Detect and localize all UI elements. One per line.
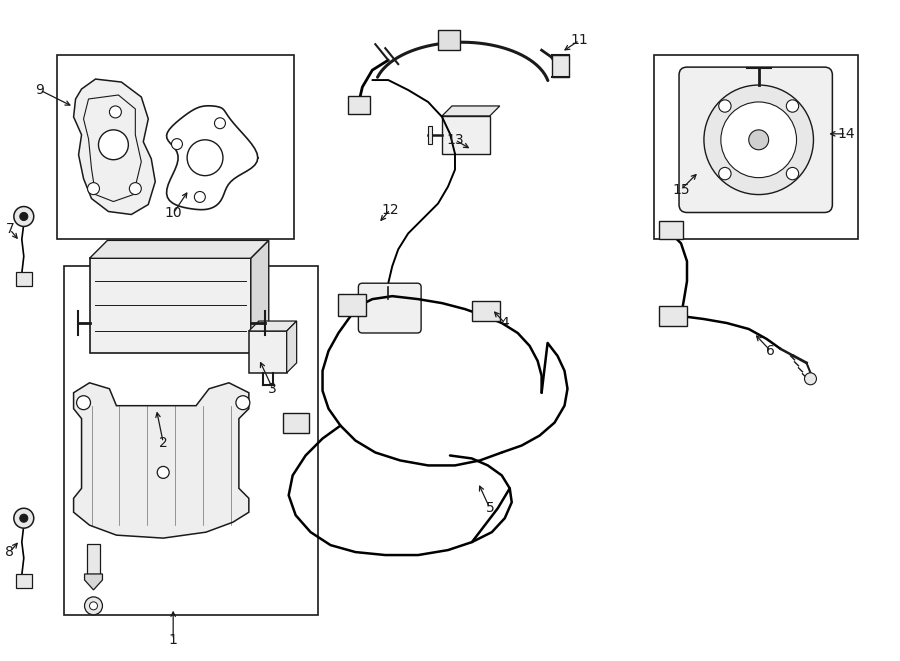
Text: 3: 3 xyxy=(268,382,277,396)
Bar xyxy=(552,55,570,77)
Circle shape xyxy=(787,167,798,180)
Text: 15: 15 xyxy=(672,182,689,196)
Polygon shape xyxy=(74,383,248,538)
Text: 7: 7 xyxy=(5,223,14,237)
Circle shape xyxy=(110,106,122,118)
Bar xyxy=(89,258,251,353)
Bar xyxy=(57,55,293,239)
Circle shape xyxy=(236,396,250,410)
Circle shape xyxy=(704,85,814,194)
Text: 10: 10 xyxy=(165,206,182,221)
FancyBboxPatch shape xyxy=(679,67,832,212)
Circle shape xyxy=(14,206,34,227)
Text: 13: 13 xyxy=(446,133,464,147)
Circle shape xyxy=(87,182,100,194)
Bar xyxy=(64,266,318,615)
Text: 1: 1 xyxy=(168,633,177,646)
Circle shape xyxy=(749,130,769,150)
Circle shape xyxy=(85,597,103,615)
Circle shape xyxy=(719,100,731,112)
Text: 9: 9 xyxy=(35,83,44,97)
Text: 2: 2 xyxy=(158,436,167,449)
Text: 12: 12 xyxy=(382,202,399,217)
Circle shape xyxy=(187,140,223,176)
Bar xyxy=(248,331,287,373)
Bar xyxy=(472,301,500,321)
Circle shape xyxy=(130,182,141,194)
Circle shape xyxy=(719,167,731,180)
Bar xyxy=(654,55,859,239)
Circle shape xyxy=(805,373,816,385)
Bar xyxy=(348,96,370,114)
Circle shape xyxy=(194,192,205,202)
Polygon shape xyxy=(287,321,297,373)
Bar xyxy=(16,272,32,286)
Circle shape xyxy=(214,118,225,129)
Bar xyxy=(16,574,32,588)
Circle shape xyxy=(787,100,798,112)
Text: 8: 8 xyxy=(5,545,14,559)
FancyBboxPatch shape xyxy=(358,283,421,333)
Polygon shape xyxy=(248,321,297,331)
Polygon shape xyxy=(85,574,103,590)
Bar xyxy=(659,221,683,239)
Text: 4: 4 xyxy=(500,316,509,330)
Text: 5: 5 xyxy=(485,501,494,516)
Circle shape xyxy=(76,396,91,410)
Bar xyxy=(428,126,432,144)
Bar xyxy=(659,306,687,326)
Circle shape xyxy=(98,130,129,160)
Text: 6: 6 xyxy=(766,344,775,358)
Circle shape xyxy=(89,602,97,610)
Polygon shape xyxy=(442,106,500,116)
Circle shape xyxy=(20,514,28,522)
Bar xyxy=(442,116,490,154)
Bar xyxy=(86,544,101,574)
Polygon shape xyxy=(74,79,155,214)
Circle shape xyxy=(172,139,183,149)
Polygon shape xyxy=(89,241,269,258)
Circle shape xyxy=(158,467,169,479)
Circle shape xyxy=(20,212,28,221)
Text: 14: 14 xyxy=(838,127,855,141)
Bar xyxy=(438,30,460,50)
Polygon shape xyxy=(251,241,269,353)
Bar xyxy=(283,412,309,432)
Circle shape xyxy=(721,102,796,178)
Text: 11: 11 xyxy=(571,33,589,47)
Bar xyxy=(338,294,366,316)
Circle shape xyxy=(14,508,34,528)
